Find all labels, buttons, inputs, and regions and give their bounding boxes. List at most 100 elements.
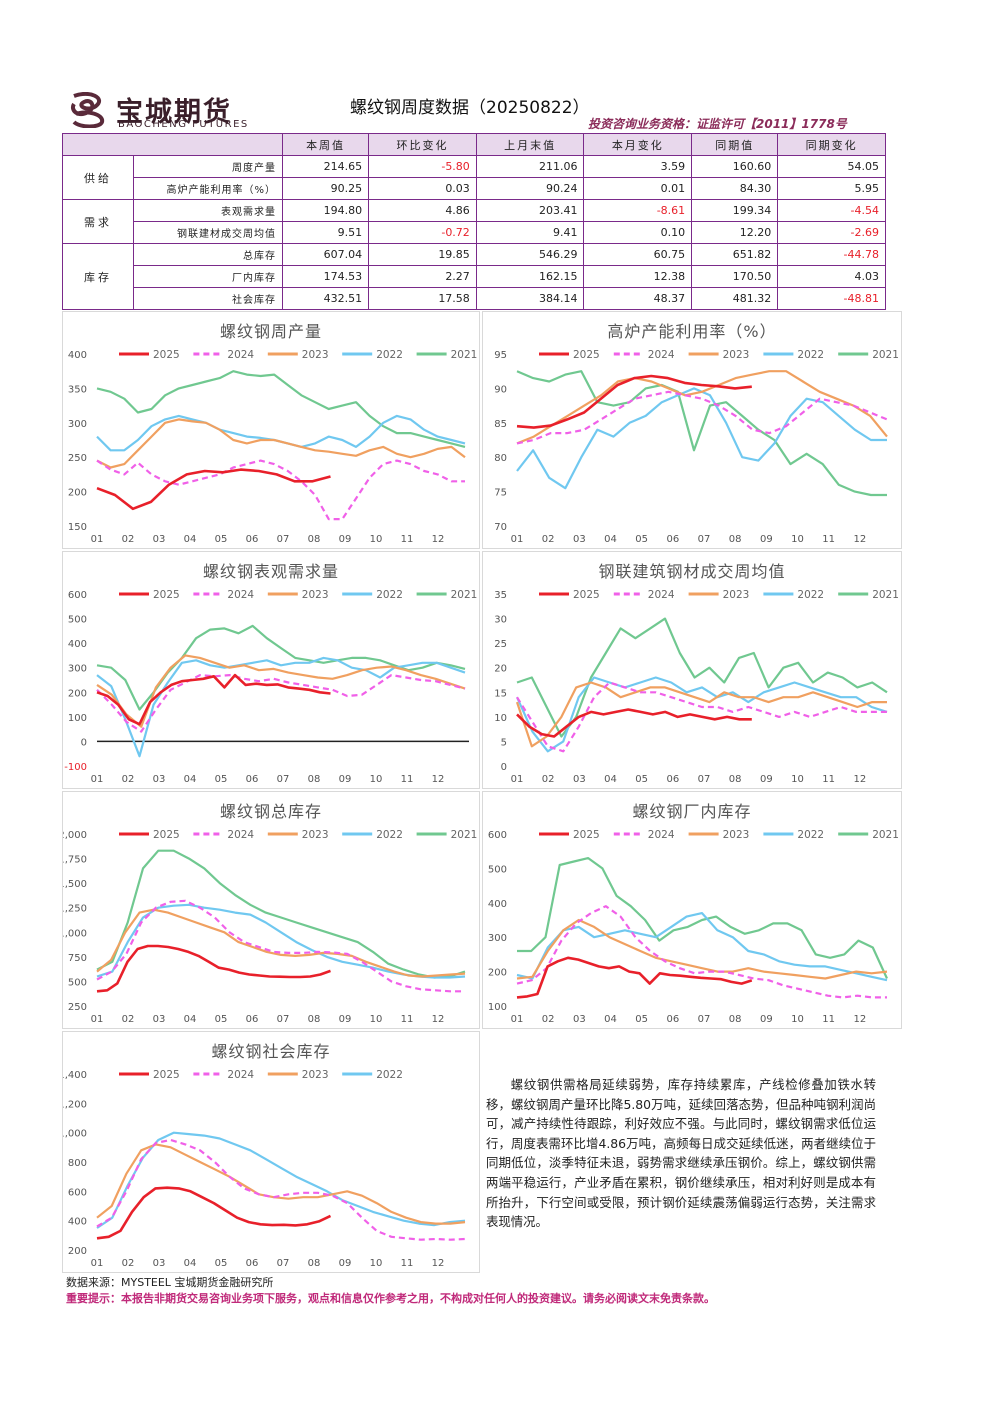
column-header: 本月变化 [583,133,693,156]
row-label: 厂内库存 [133,265,283,288]
value-cell: 84.30 [691,177,779,200]
legend-label: 2023 [723,349,750,361]
legend-label: 2023 [723,829,750,841]
y-tick-label: 75 [494,488,507,499]
y-tick-label: 30 [494,615,507,626]
x-tick-label: 01 [91,774,104,785]
license-text: 投资咨询业务资格：证监许可【2011】1778号 [588,117,847,131]
x-tick-label: 12 [853,774,866,785]
chart-total-inventory: 螺纹钢总库存 250 500 750 1,000 1,250 1,500 1,750 2,00… [62,791,480,1029]
value-cell: 174.53 [281,265,370,288]
y-tick-label: 400 [488,899,507,910]
legend-label: 2025 [573,829,600,841]
chart-building-steel-trades: 钢联建筑钢材成交周均值 0 5 10 15 20 25 30 35 01 02 03 04 05 06 07… [482,551,902,789]
column-header: 同期变化 [777,133,886,156]
legend-label: 2022 [376,1069,403,1081]
series-line-2022 [96,1131,466,1229]
x-tick-label: 06 [246,1258,259,1269]
x-tick-label: 07 [698,1014,711,1025]
series-line-2022 [516,387,887,490]
y-tick-label: 200 [68,688,87,699]
value-cell: 199.34 [691,199,779,222]
x-tick-label: 07 [277,534,290,545]
series-line-2024 [96,1138,466,1241]
value-cell: 607.04 [281,243,370,266]
table-row: 需求 表观需求量 194.80 4.86 203.41 -8.61 199.34 -4.54 [62,199,886,244]
legend-label: 2024 [648,829,675,841]
chart-title: 螺纹钢社会库存 [211,1042,331,1061]
legend-label: 2022 [376,349,403,361]
x-tick-label: 12 [432,1258,445,1269]
value-cell: -4.54 [777,199,886,222]
row-label: 总库存 [133,243,283,266]
x-tick-label: 03 [153,534,166,545]
x-tick-label: 03 [153,1258,166,1269]
x-tick-label: 11 [822,534,835,545]
legend-label: 2025 [153,349,180,361]
y-tick-label: 200 [68,1246,87,1257]
value-cell: 170.50 [691,265,779,288]
x-tick-label: 11 [401,534,414,545]
row-label: 表观需求量 [133,199,283,222]
y-tick-label: 400 [68,639,87,650]
x-tick-label: 10 [791,534,804,545]
x-tick-label: 11 [401,1258,414,1269]
x-tick-label: 03 [153,1014,166,1025]
x-tick-label: 09 [339,534,352,545]
x-tick-label: 09 [339,1014,352,1025]
x-tick-label: 03 [573,774,586,785]
legend-label: 2024 [648,589,675,601]
value-cell: -5.80 [368,155,477,178]
company-logo-icon [66,92,112,128]
x-tick-label: 01 [91,1014,104,1025]
x-tick-label: 05 [215,1014,228,1025]
legend-label: 2023 [302,1069,329,1081]
column-header: 本周值 [281,133,370,156]
y-tick-label: 600 [488,830,507,841]
legend-label: 2025 [153,589,180,601]
value-cell: 162.15 [475,265,585,288]
value-cell: 211.06 [475,155,585,178]
chart-plant-inventory: 螺纹钢厂内库存 100 200 300 400 500 600 01 02 03 04 05 06 07… [482,791,902,1029]
y-tick-label: 70 [494,522,507,533]
chart-title: 钢联建筑钢材成交周均值 [598,562,786,581]
x-tick-label: 08 [308,534,321,545]
x-tick-label: 10 [370,1014,383,1025]
disclaimer-notice: 重要提示：本报告非期货交易咨询业务项下服务，观点和信息仅作参考之用，不构成对任何… [66,1292,715,1305]
x-tick-label: 04 [604,1014,617,1025]
market-commentary: 螺纹钢供需格局延续弱势，库存持续累库，产线检修叠加铁水转移，螺纹钢周产量环比降5… [486,1077,876,1230]
x-tick-label: 12 [853,534,866,545]
x-tick-label: 02 [542,534,555,545]
y-tick-label: 5 [501,737,507,748]
y-tick-label: 35 [494,590,507,601]
y-tick-label: 500 [68,615,87,626]
x-tick-label: 06 [246,534,259,545]
row-label: 高炉产能利用率（%） [133,177,283,200]
x-tick-label: 10 [791,1014,804,1025]
series-line-2024 [516,905,887,999]
chart-title: 螺纹钢周产量 [219,322,322,341]
value-cell: -2.69 [777,221,886,244]
value-cell: 54.05 [777,155,886,178]
y-tick-label: 85 [494,419,507,430]
x-tick-label: 01 [91,1258,104,1269]
x-tick-label: 06 [246,1014,259,1025]
chart-title: 高炉产能利用率（%） [607,322,777,341]
row-label: 钢联建材成交周均值 [133,221,283,244]
x-tick-label: 04 [604,774,617,785]
y-tick-label: 300 [488,933,507,944]
y-tick-label: 2,000 [63,830,87,841]
category-cell: 供给 [62,155,134,200]
legend-label: 2024 [227,1069,254,1081]
series-line-2022 [96,903,466,979]
legend-label: 2022 [376,829,403,841]
legend-label: 2022 [797,349,824,361]
legend-label: 2024 [227,829,254,841]
value-cell: 160.60 [691,155,779,178]
value-cell: 17.58 [368,287,477,310]
series-line-2021 [517,856,889,979]
legend-label: 2025 [573,349,600,361]
row-label: 周度产量 [133,155,283,178]
series-line-2023 [515,681,887,748]
legend-label: 2021 [872,349,899,361]
